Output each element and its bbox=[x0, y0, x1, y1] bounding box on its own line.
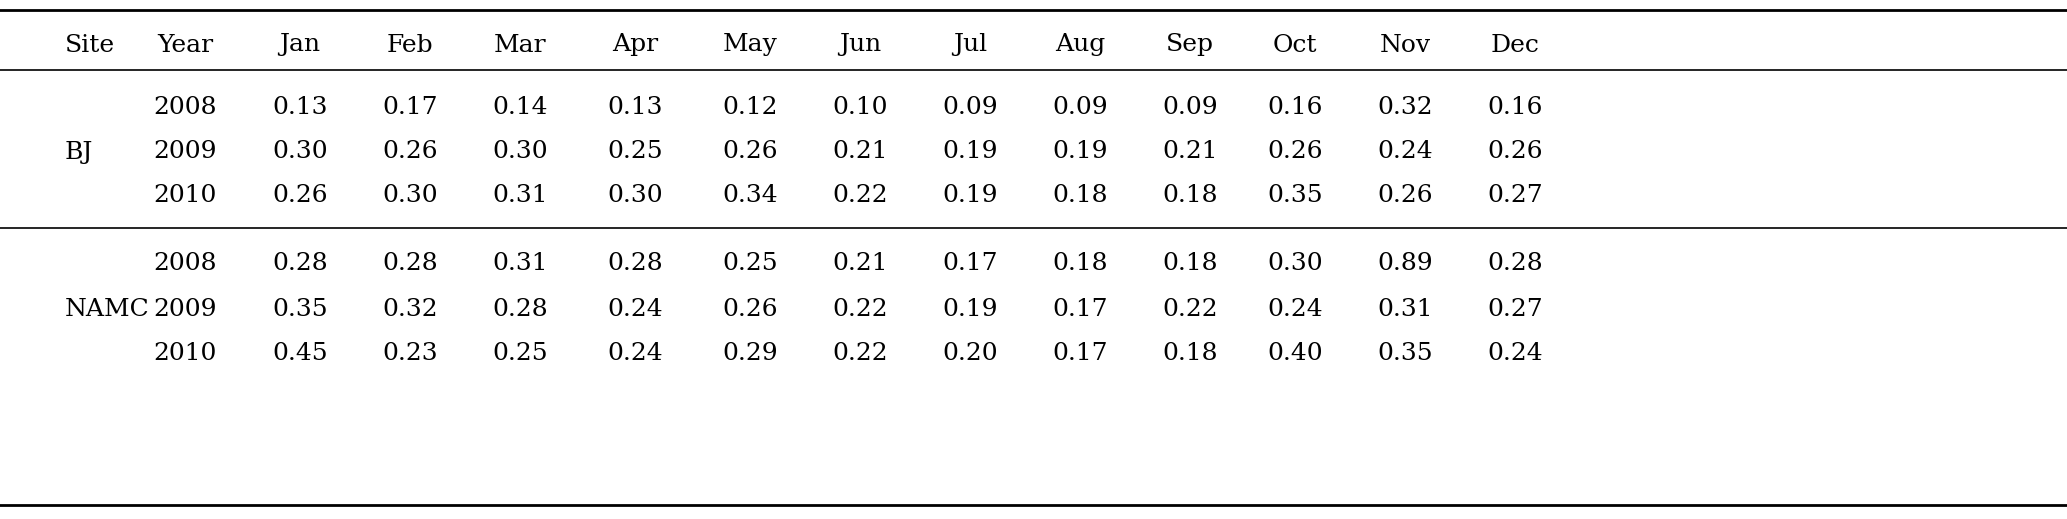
Text: NAMC: NAMC bbox=[64, 297, 149, 321]
Text: 0.32: 0.32 bbox=[1377, 97, 1432, 119]
Text: 0.09: 0.09 bbox=[943, 97, 998, 119]
Text: 0.28: 0.28 bbox=[608, 253, 664, 276]
Text: 0.13: 0.13 bbox=[273, 97, 329, 119]
Text: 0.22: 0.22 bbox=[833, 297, 889, 321]
Text: 0.30: 0.30 bbox=[492, 141, 548, 163]
Text: 0.14: 0.14 bbox=[492, 97, 548, 119]
Text: 0.09: 0.09 bbox=[1162, 97, 1217, 119]
Text: 0.19: 0.19 bbox=[1052, 141, 1108, 163]
Text: 0.13: 0.13 bbox=[608, 97, 664, 119]
Text: 0.18: 0.18 bbox=[1162, 184, 1217, 208]
Text: 0.19: 0.19 bbox=[943, 184, 998, 208]
Text: 0.24: 0.24 bbox=[608, 343, 664, 365]
Text: 0.28: 0.28 bbox=[492, 297, 548, 321]
Text: 0.24: 0.24 bbox=[608, 297, 664, 321]
Text: Nov: Nov bbox=[1379, 34, 1430, 57]
Text: 0.26: 0.26 bbox=[721, 297, 777, 321]
Text: 0.16: 0.16 bbox=[1488, 97, 1542, 119]
Text: 0.19: 0.19 bbox=[943, 297, 998, 321]
Text: Jan: Jan bbox=[279, 34, 320, 57]
Text: 0.28: 0.28 bbox=[382, 253, 438, 276]
Text: 0.28: 0.28 bbox=[1486, 253, 1542, 276]
Text: 0.31: 0.31 bbox=[1377, 297, 1432, 321]
Text: 0.17: 0.17 bbox=[382, 97, 438, 119]
Text: 2010: 2010 bbox=[153, 343, 217, 365]
Text: 0.34: 0.34 bbox=[721, 184, 777, 208]
Text: 2008: 2008 bbox=[153, 253, 217, 276]
Text: Site: Site bbox=[64, 34, 116, 57]
Text: 0.17: 0.17 bbox=[1052, 343, 1108, 365]
Text: 0.30: 0.30 bbox=[1267, 253, 1323, 276]
Text: Mar: Mar bbox=[494, 34, 546, 57]
Text: May: May bbox=[723, 34, 777, 57]
Text: 0.21: 0.21 bbox=[1162, 141, 1217, 163]
Text: 0.09: 0.09 bbox=[1052, 97, 1108, 119]
Text: 0.89: 0.89 bbox=[1377, 253, 1432, 276]
Text: 0.21: 0.21 bbox=[833, 141, 887, 163]
Text: 0.26: 0.26 bbox=[1267, 141, 1323, 163]
Text: 0.10: 0.10 bbox=[833, 97, 887, 119]
Text: 0.32: 0.32 bbox=[382, 297, 438, 321]
Text: 0.24: 0.24 bbox=[1486, 343, 1542, 365]
Text: Jul: Jul bbox=[953, 34, 988, 57]
Text: 0.45: 0.45 bbox=[273, 343, 329, 365]
Text: 0.27: 0.27 bbox=[1486, 184, 1542, 208]
Text: 0.35: 0.35 bbox=[1267, 184, 1323, 208]
Text: Oct: Oct bbox=[1273, 34, 1317, 57]
Text: 0.17: 0.17 bbox=[1052, 297, 1108, 321]
Text: Aug: Aug bbox=[1054, 34, 1106, 57]
Text: 0.18: 0.18 bbox=[1052, 184, 1108, 208]
Text: Dec: Dec bbox=[1490, 34, 1540, 57]
Text: Apr: Apr bbox=[612, 34, 657, 57]
Text: 0.21: 0.21 bbox=[833, 253, 887, 276]
Text: 0.20: 0.20 bbox=[943, 343, 998, 365]
Text: 0.17: 0.17 bbox=[943, 253, 998, 276]
Text: 0.22: 0.22 bbox=[833, 343, 889, 365]
Text: 0.31: 0.31 bbox=[492, 184, 548, 208]
Text: 0.16: 0.16 bbox=[1267, 97, 1323, 119]
Text: 0.22: 0.22 bbox=[1162, 297, 1217, 321]
Text: 0.26: 0.26 bbox=[1377, 184, 1432, 208]
Text: 0.25: 0.25 bbox=[721, 253, 777, 276]
Text: 0.26: 0.26 bbox=[382, 141, 438, 163]
Text: 2010: 2010 bbox=[153, 184, 217, 208]
Text: 0.35: 0.35 bbox=[273, 297, 329, 321]
Text: 0.24: 0.24 bbox=[1267, 297, 1323, 321]
Text: 0.25: 0.25 bbox=[492, 343, 548, 365]
Text: 0.29: 0.29 bbox=[721, 343, 777, 365]
Text: 0.18: 0.18 bbox=[1162, 343, 1217, 365]
Text: Feb: Feb bbox=[387, 34, 434, 57]
Text: 0.31: 0.31 bbox=[492, 253, 548, 276]
Text: 0.28: 0.28 bbox=[273, 253, 329, 276]
Text: 0.25: 0.25 bbox=[608, 141, 664, 163]
Text: 0.27: 0.27 bbox=[1486, 297, 1542, 321]
Text: 0.24: 0.24 bbox=[1377, 141, 1432, 163]
Text: 0.30: 0.30 bbox=[382, 184, 438, 208]
Text: 0.23: 0.23 bbox=[382, 343, 438, 365]
Text: Sep: Sep bbox=[1166, 34, 1213, 57]
Text: Jun: Jun bbox=[839, 34, 881, 57]
Text: 0.12: 0.12 bbox=[721, 97, 777, 119]
Text: BJ: BJ bbox=[64, 141, 93, 163]
Text: 0.26: 0.26 bbox=[273, 184, 329, 208]
Text: 0.18: 0.18 bbox=[1162, 253, 1217, 276]
Text: 0.19: 0.19 bbox=[943, 141, 998, 163]
Text: 0.26: 0.26 bbox=[1486, 141, 1542, 163]
Text: 0.22: 0.22 bbox=[833, 184, 889, 208]
Text: 0.30: 0.30 bbox=[273, 141, 329, 163]
Text: 2009: 2009 bbox=[153, 141, 217, 163]
Text: 0.18: 0.18 bbox=[1052, 253, 1108, 276]
Text: 0.30: 0.30 bbox=[608, 184, 664, 208]
Text: 0.40: 0.40 bbox=[1267, 343, 1323, 365]
Text: 2008: 2008 bbox=[153, 97, 217, 119]
Text: 0.26: 0.26 bbox=[721, 141, 777, 163]
Text: Year: Year bbox=[157, 34, 213, 57]
Text: 0.35: 0.35 bbox=[1377, 343, 1432, 365]
Text: 2009: 2009 bbox=[153, 297, 217, 321]
